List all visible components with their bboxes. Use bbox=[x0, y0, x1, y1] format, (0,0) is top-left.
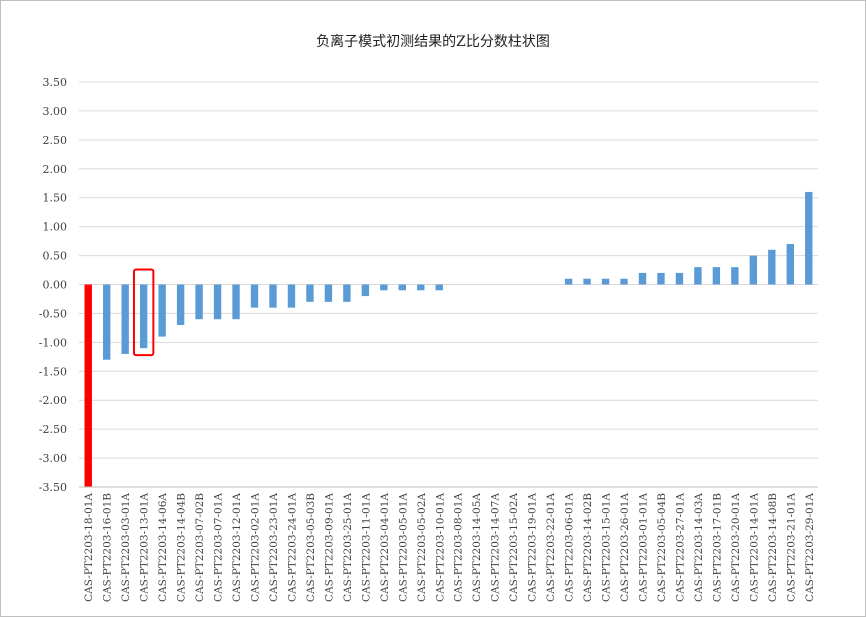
bar-CAS-PT2203-09-01A bbox=[324, 284, 333, 302]
bar-CAS-PT2203-03-01A bbox=[121, 284, 129, 354]
x-tick-label: CAS-PT2203-10-01A bbox=[434, 493, 446, 602]
x-tick-label: CAS-PT2203-07-02B bbox=[194, 493, 206, 602]
bar-CAS-PT2203-07-02B bbox=[195, 284, 203, 320]
x-tick-label: CAS-PT2203-19-01A bbox=[527, 493, 539, 602]
bar-CAS-PT2203-14-08B bbox=[768, 249, 776, 285]
x-tick-label: CAS-PT2203-16-01B bbox=[102, 493, 114, 602]
bar-CAS-PT2203-17-01B bbox=[712, 267, 721, 285]
y-tick-label: -2.00 bbox=[39, 394, 67, 407]
y-tick-label: 2.00 bbox=[43, 163, 68, 176]
annotations bbox=[132, 268, 155, 357]
gridlines bbox=[79, 81, 818, 488]
y-tick-label: 3.50 bbox=[43, 76, 68, 89]
bar-CAS-PT2203-12-01A bbox=[232, 284, 240, 320]
x-tick-label: CAS-PT2203-26-01A bbox=[619, 493, 631, 602]
bar-CAS-PT2203-20-01A bbox=[731, 267, 739, 285]
bar-CAS-PT2203-02-01A bbox=[250, 284, 259, 308]
x-tick-label: CAS-PT2203-14-04B bbox=[176, 493, 188, 602]
y-tick-label: 0.50 bbox=[43, 250, 68, 263]
bar-CAS-PT2203-04-01A bbox=[380, 284, 388, 291]
x-tick-label: CAS-PT2203-17-01B bbox=[711, 493, 723, 602]
bar-CAS-PT2203-29-01A bbox=[805, 191, 813, 285]
bar-CAS-PT2203-01-01A bbox=[638, 272, 647, 285]
x-tick-label: CAS-PT2203-09-01A bbox=[323, 493, 335, 602]
x-tick-label: CAS-PT2203-15-02A bbox=[508, 493, 520, 602]
bar-CAS-PT2203-05-01A bbox=[398, 284, 407, 291]
y-tick-label: -3.50 bbox=[39, 481, 67, 494]
y-tick-label: 2.50 bbox=[43, 134, 68, 147]
bar-CAS-PT2203-13-01A bbox=[139, 284, 148, 349]
x-tick-label: CAS-PT2203-14-02B bbox=[582, 493, 594, 602]
x-tick-label: CAS-PT2203-07-01A bbox=[213, 493, 225, 602]
x-tick-label: CAS-PT2203-12-01A bbox=[231, 493, 243, 602]
bar-CAS-PT2203-05-04B bbox=[657, 272, 665, 285]
x-tick-label: CAS-PT2203-18-01A bbox=[83, 493, 95, 602]
bar-CAS-PT2203-26-01A bbox=[620, 278, 628, 285]
bar-CAS-PT2203-14-04B bbox=[176, 284, 185, 325]
x-tick-label: CAS-PT2203-02-01A bbox=[250, 493, 262, 602]
x-tick-label: CAS-PT2203-21-01A bbox=[785, 493, 797, 602]
x-tick-label: CAS-PT2203-24-01A bbox=[286, 493, 298, 602]
x-tick-label: CAS-PT2203-29-01A bbox=[804, 493, 816, 602]
x-axis-ticks: CAS-PT2203-18-01A CAS-PT2203-16-01B CAS-PT… bbox=[83, 493, 816, 602]
bar-CAS-PT2203-06-01A bbox=[564, 278, 573, 285]
x-tick-label: CAS-PT2203-14-08B bbox=[767, 493, 779, 602]
bar-CAS-PT2203-18-01A bbox=[84, 284, 92, 487]
x-tick-label: CAS-PT2203-15-01A bbox=[601, 493, 613, 602]
x-tick-label: CAS-PT2203-08-01A bbox=[453, 493, 465, 602]
y-tick-label: -0.50 bbox=[39, 307, 67, 320]
y-tick-label: -1.50 bbox=[39, 365, 67, 378]
highlight-box bbox=[132, 268, 155, 357]
y-tick-label: -2.50 bbox=[39, 423, 67, 436]
bar-CAS-PT2203-15-01A bbox=[601, 278, 610, 285]
x-tick-label: CAS-PT2203-11-01A bbox=[360, 493, 372, 602]
y-axis-ticks: -3.50 -3.00 -2.50 -2.00 -1.50 -1.00 -0.50 0.00 0… bbox=[39, 76, 67, 494]
x-tick-label: CAS-PT2203-03-01A bbox=[120, 493, 132, 602]
bar-CAS-PT2203-23-01A bbox=[269, 284, 277, 308]
x-tick-label: CAS-PT2203-20-01A bbox=[730, 493, 742, 602]
x-tick-label: CAS-PT2203-14-05A bbox=[471, 493, 483, 602]
x-tick-label: CAS-PT2203-05-03B bbox=[305, 493, 317, 602]
y-tick-label: -3.00 bbox=[39, 452, 67, 465]
bar-CAS-PT2203-21-01A bbox=[786, 244, 794, 285]
bar-CAS-PT2203-11-01A bbox=[361, 284, 370, 297]
x-tick-label: CAS-PT2203-13-01A bbox=[139, 493, 151, 602]
bar-CAS-PT2203-07-01A bbox=[213, 284, 222, 320]
bar-CAS-PT2203-16-01B bbox=[103, 284, 111, 360]
y-tick-label: -1.00 bbox=[39, 336, 67, 349]
bar-CAS-PT2203-05-02A bbox=[417, 284, 425, 291]
x-tick-label: CAS-PT2203-05-02A bbox=[416, 493, 428, 602]
y-tick-label: 1.50 bbox=[43, 192, 68, 205]
x-tick-label: CAS-PT2203-14-06A bbox=[157, 493, 169, 602]
bar-CAS-PT2203-14-06A bbox=[158, 284, 166, 337]
x-tick-label: CAS-PT2203-22-01A bbox=[545, 493, 557, 602]
x-tick-label: CAS-PT2203-05-04B bbox=[656, 493, 668, 602]
x-tick-label: CAS-PT2203-05-01A bbox=[397, 493, 409, 602]
x-tick-label: CAS-PT2203-25-01A bbox=[342, 493, 354, 602]
bar-CAS-PT2203-14-01A bbox=[749, 255, 758, 285]
bar-CAS-PT2203-05-03B bbox=[306, 284, 314, 302]
y-tick-label: 3.00 bbox=[43, 105, 68, 118]
x-tick-label: CAS-PT2203-14-01A bbox=[748, 493, 760, 602]
y-tick-label: 1.00 bbox=[43, 221, 68, 234]
x-tick-label: CAS-PT2203-06-01A bbox=[564, 493, 576, 602]
chart-title: 负离子模式初测结果的Z比分数柱状图 bbox=[316, 33, 550, 50]
x-tick-label: CAS-PT2203-04-01A bbox=[379, 493, 391, 602]
bar-CAS-PT2203-14-03A bbox=[694, 267, 702, 285]
bar-CAS-PT2203-24-01A bbox=[287, 284, 296, 308]
bar-CAS-PT2203-25-01A bbox=[343, 284, 351, 302]
x-tick-label: CAS-PT2203-23-01A bbox=[268, 493, 280, 602]
x-tick-label: CAS-PT2203-14-07A bbox=[490, 493, 502, 602]
bars bbox=[84, 191, 813, 487]
x-tick-label: CAS-PT2203-14-03A bbox=[693, 493, 705, 602]
bar-CAS-PT2203-14-02B bbox=[583, 278, 591, 285]
y-tick-label: 0.00 bbox=[43, 279, 68, 292]
x-tick-label: CAS-PT2203-27-01A bbox=[674, 493, 686, 602]
bar-CAS-PT2203-27-01A bbox=[675, 272, 684, 285]
x-tick-label: CAS-PT2203-01-01A bbox=[637, 493, 649, 602]
bar-CAS-PT2203-10-01A bbox=[435, 284, 443, 291]
